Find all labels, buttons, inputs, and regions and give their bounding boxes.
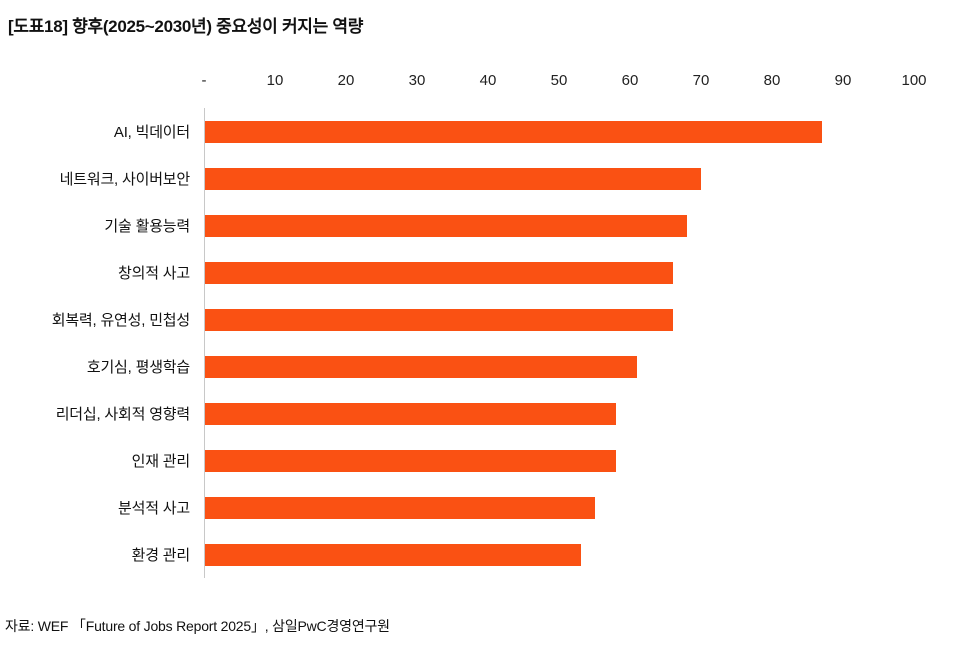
chart-title: [도표18] 향후(2025~2030년) 중요성이 커지는 역량	[8, 17, 364, 36]
chart-row: 호기심, 평생학습	[8, 343, 914, 390]
x-axis-tick: -	[201, 72, 207, 89]
chart-row: 환경 관리	[8, 531, 914, 578]
chart-row: AI, 빅데이터	[8, 108, 914, 155]
x-axis-tick: 20	[337, 72, 355, 89]
category-label: 창의적 사고	[118, 265, 190, 282]
category-label: 리더십, 사회적 영향력	[55, 406, 191, 423]
bar-track	[204, 484, 914, 531]
bar-track	[204, 343, 914, 390]
bar	[205, 543, 581, 566]
bar	[205, 308, 673, 331]
bar-track	[204, 108, 914, 155]
category-label: 네트워크, 사이버보안	[59, 171, 191, 188]
x-axis-tick: 100	[901, 72, 927, 89]
category-label: 인재 관리	[131, 453, 191, 470]
bar-track	[204, 296, 914, 343]
x-axis-tick: 60	[621, 72, 639, 89]
category-label: 환경 관리	[131, 547, 191, 564]
chart-row: 네트워크, 사이버보안	[8, 155, 914, 202]
bar-track	[204, 531, 914, 578]
chart-row: 기술 활용능력	[8, 202, 914, 249]
chart-row: 회복력, 유연성, 민첩성	[8, 296, 914, 343]
chart-row: 인재 관리	[8, 437, 914, 484]
chart-row: 창의적 사고	[8, 249, 914, 296]
bar-track	[204, 390, 914, 437]
bar	[205, 449, 617, 472]
x-axis-tick: 70	[692, 72, 710, 89]
axis-label-spacer	[8, 70, 204, 100]
x-axis-tick: 40	[479, 72, 497, 89]
bar	[205, 167, 702, 190]
bar	[205, 120, 822, 143]
category-label: 호기심, 평생학습	[86, 359, 190, 376]
x-axis-ticks: - 10 20 30 40 50 60 70 80 90 100	[201, 70, 927, 100]
x-axis-tick: 10	[266, 72, 284, 89]
category-label: 회복력, 유연성, 민첩성	[51, 312, 190, 329]
source-note: 자료: WEF 「Future of Jobs Report 2025」, 삼일…	[5, 618, 390, 634]
x-axis-tick: 30	[408, 72, 426, 89]
bar	[205, 261, 673, 284]
bar	[205, 402, 617, 425]
bar	[205, 214, 688, 237]
bar	[205, 355, 638, 378]
x-axis-tick: 90	[834, 72, 852, 89]
category-label: AI, 빅데이터	[113, 124, 190, 141]
category-label: 분석적 사고	[118, 500, 190, 517]
x-axis-tick: 50	[550, 72, 568, 89]
x-axis: - 10 20 30 40 50 60 70 80 90 100	[8, 70, 927, 100]
bar	[205, 496, 595, 519]
x-axis-tick: 80	[763, 72, 781, 89]
category-label: 기술 활용능력	[104, 218, 190, 235]
bar-track	[204, 202, 914, 249]
chart-row: 리더십, 사회적 영향력	[8, 390, 914, 437]
bar-track	[204, 155, 914, 202]
bar-track	[204, 437, 914, 484]
chart-row: 분석적 사고	[8, 484, 914, 531]
bar-track	[204, 249, 914, 296]
